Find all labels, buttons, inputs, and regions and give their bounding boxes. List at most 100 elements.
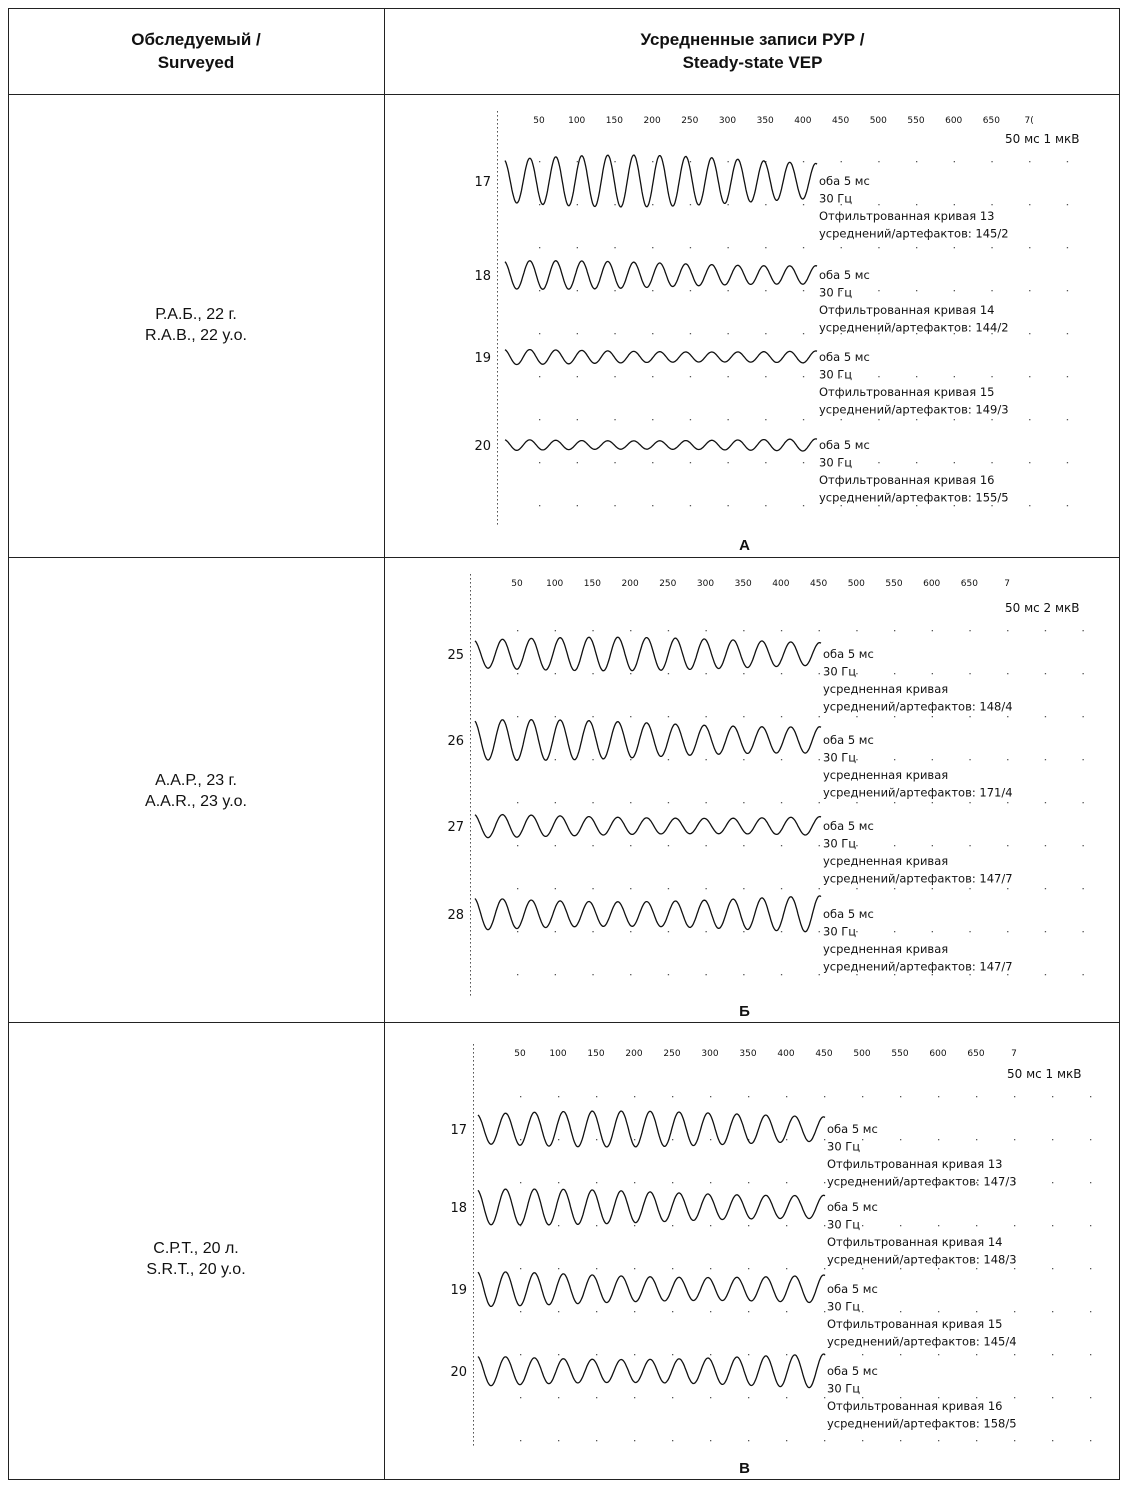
grid-dot	[652, 333, 654, 335]
grid-dot	[1052, 1096, 1054, 1098]
channel-info-line: Отфильтрованная кривая 15	[827, 1317, 1002, 1331]
grid-dot	[916, 376, 918, 378]
axis-dot	[473, 1396, 474, 1398]
grid-dot	[916, 505, 918, 507]
axis-dot	[473, 1284, 474, 1286]
channel-info-line: 30 Гц	[823, 665, 856, 679]
grid-dot	[1014, 1311, 1016, 1313]
axis-dot	[497, 387, 498, 389]
grid-dot	[614, 419, 616, 421]
grid-dot	[856, 974, 858, 976]
axis-dot	[470, 694, 471, 696]
axis-dot	[473, 1080, 474, 1082]
axis-dot	[473, 1244, 474, 1246]
grid-dot	[743, 759, 745, 761]
axis-dot	[473, 1152, 474, 1154]
axis-dot	[497, 487, 498, 489]
grid-dot	[840, 376, 842, 378]
time-tick-label: 150	[606, 116, 623, 126]
grid-dot	[558, 1182, 560, 1184]
grid-dot	[878, 290, 880, 292]
grid-dot	[931, 931, 933, 933]
grid-dot	[1052, 1225, 1054, 1227]
axis-dot	[497, 519, 498, 521]
channel-info-line: 30 Гц	[819, 456, 852, 470]
axis-dot	[470, 610, 471, 612]
grid-dot	[802, 204, 805, 206]
grid-dot	[634, 1096, 636, 1098]
axis-dot	[497, 463, 498, 465]
axis-dot	[470, 806, 471, 808]
grid-dot	[539, 204, 541, 206]
axis-dot	[470, 606, 471, 608]
channel-info-line: усредненная кривая	[823, 682, 948, 696]
grid-dot	[991, 204, 993, 206]
axis-dot	[470, 594, 471, 596]
grid-dot	[1066, 247, 1069, 249]
grid-dot	[1090, 1182, 1092, 1184]
vep-waveform	[504, 260, 818, 290]
grid-dot	[991, 376, 993, 378]
axis-dot	[497, 439, 498, 441]
axis-dot	[497, 355, 498, 357]
grid-dot	[672, 1096, 674, 1098]
grid-dot	[900, 1440, 902, 1442]
axis-dot	[497, 111, 498, 113]
axis-dot	[473, 1196, 474, 1198]
axis-dot	[473, 1440, 474, 1442]
grid-dot	[900, 1268, 902, 1270]
grid-dot	[976, 1225, 978, 1227]
axis-dot	[473, 1352, 474, 1354]
grid-dot	[614, 505, 616, 507]
axis-dot	[473, 1288, 474, 1290]
channel-info-line: усреднений/артефактов: 149/3	[819, 403, 1009, 417]
grid-dot	[517, 802, 519, 804]
grid-dot	[818, 716, 820, 718]
axis-dot	[473, 1048, 474, 1050]
time-tick-label: 100	[546, 579, 563, 589]
grid-dot	[824, 1397, 826, 1399]
axis-dot	[470, 698, 471, 700]
axis-dot	[470, 982, 471, 984]
axis-dot	[470, 830, 471, 832]
vep-panel-b: 50 100 150 200 250 300 350 400 450 500 550 600 650 7 5…	[385, 558, 1120, 1022]
axis-dot	[470, 926, 471, 928]
axis-dot	[473, 1268, 474, 1270]
axis-dot	[473, 1308, 474, 1310]
axis-dot	[470, 910, 471, 912]
grid-dot	[818, 802, 820, 804]
grid-dot	[558, 1268, 560, 1270]
axis-dot	[473, 1052, 474, 1054]
grid-dot	[894, 716, 896, 718]
grid-dot	[554, 888, 556, 890]
axis-dot	[470, 914, 471, 916]
grid-dot	[765, 204, 767, 206]
channel-info-line: Отфильтрованная кривая 14	[819, 303, 994, 317]
grid-dot	[705, 802, 707, 804]
axis-dot	[497, 483, 498, 485]
grid-dot	[727, 333, 729, 335]
grid-dot	[969, 759, 971, 761]
axis-dot	[470, 782, 471, 784]
grid-dot	[705, 845, 707, 847]
vep-waveform	[477, 1110, 826, 1148]
grid-dot	[916, 161, 918, 163]
axis-dot	[473, 1088, 474, 1090]
axis-dot	[470, 878, 471, 880]
grid-dot	[938, 1139, 940, 1141]
axis-dot	[497, 375, 498, 377]
grid-dot	[1052, 1268, 1054, 1270]
grid-dot	[931, 974, 933, 976]
axis-dot	[473, 1172, 474, 1174]
axis-dot	[497, 299, 498, 301]
grid-dot	[991, 462, 993, 464]
axis-dot	[470, 662, 471, 664]
time-tick-label: 350	[739, 1049, 756, 1059]
axis-dot	[473, 1184, 474, 1186]
grid-dot	[916, 247, 918, 249]
grid-dot	[780, 888, 783, 890]
axis-dot	[470, 946, 471, 948]
grid-dot	[878, 333, 880, 335]
axis-dot	[473, 1116, 474, 1118]
grid-dot	[1044, 845, 1047, 847]
